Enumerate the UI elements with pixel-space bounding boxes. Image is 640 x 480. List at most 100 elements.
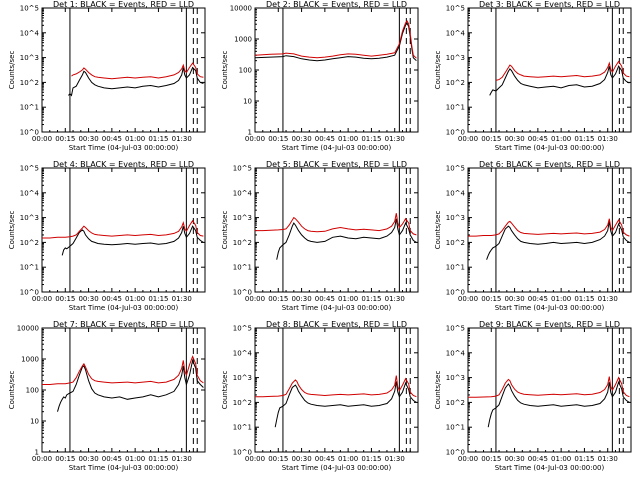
x-tick-label: 00:00: [32, 295, 52, 303]
y-axis-label: Counts/sec: [221, 51, 229, 90]
x-axis-label: Start Time (04-Jul-03 00:00:00): [282, 304, 392, 312]
x-tick-label: 01:30: [598, 295, 618, 303]
y-tick-label: 10000: [230, 5, 252, 13]
x-tick-label: 01:30: [385, 295, 405, 303]
y-tick-label: 10: [243, 98, 252, 106]
x-tick-label: 01:30: [598, 455, 618, 463]
lld-line: [71, 62, 204, 80]
chart-title: Det 6: BLACK = Events, RED = LLD: [479, 160, 620, 169]
x-tick-label: 00:30: [504, 295, 524, 303]
plot-frame: [41, 167, 206, 293]
chart-svg: Det 8: BLACK = Events, RED = LLD 00:00 00:…: [221, 320, 419, 472]
x-axis-label: Start Time (04-Jul-03 00:00:00): [69, 144, 179, 152]
x-tick-label: 00:45: [528, 295, 548, 303]
y-tick-label: 10^3: [446, 374, 465, 382]
x-tick-label: 00:30: [291, 135, 311, 143]
x-tick-label: 01:15: [574, 135, 594, 143]
x-tick-label: 00:15: [268, 135, 288, 143]
detector-panel-5: Det 5: BLACK = Events, RED = LLD 00:00 00:…: [213, 160, 426, 320]
chart-title: Det 9: BLACK = Events, RED = LLD: [479, 320, 620, 329]
events-line: [68, 66, 204, 97]
x-tick-label: 00:30: [78, 135, 98, 143]
x-tick-label: 00:45: [528, 135, 548, 143]
x-tick-label: 00:15: [481, 455, 501, 463]
x-tick-label: 00:30: [504, 455, 524, 463]
x-tick-label: 00:15: [481, 135, 501, 143]
y-tick-label: 10^4: [446, 189, 466, 197]
x-tick-label: 01:15: [361, 135, 381, 143]
y-tick-label: 10^5: [446, 165, 465, 173]
x-tick-label: 00:00: [458, 135, 478, 143]
x-tick-label: 01:15: [361, 455, 381, 463]
x-axis-label: Start Time (04-Jul-03 00:00:00): [69, 464, 179, 472]
chart-title: Det 1: BLACK = Events, RED = LLD: [53, 0, 194, 9]
y-axis-label: Counts/sec: [8, 371, 16, 410]
y-axis-label: Counts/sec: [221, 211, 229, 250]
x-tick-label: 01:15: [148, 135, 168, 143]
y-tick-label: 10^4: [446, 349, 466, 357]
y-axis-label: Counts/sec: [434, 51, 442, 90]
lld-line: [255, 375, 417, 398]
y-tick-label: 100: [26, 387, 39, 395]
y-tick-label: 10^1: [20, 264, 39, 272]
chart-title: Det 3: BLACK = Events, RED = LLD: [479, 0, 620, 9]
x-axis-label: Start Time (04-Jul-03 00:00:00): [495, 304, 605, 312]
events-line: [274, 381, 417, 428]
y-tick-label: 10^2: [446, 239, 465, 247]
detector-panel-9: Det 9: BLACK = Events, RED = LLD 00:00 00:…: [426, 320, 639, 480]
detector-panel-4: Det 4: BLACK = Events, RED = LLD 00:00 00:…: [0, 160, 213, 320]
x-tick-label: 00:30: [291, 455, 311, 463]
x-tick-label: 00:00: [32, 135, 52, 143]
y-axis-label: Counts/sec: [8, 211, 16, 250]
y-tick-label: 10^2: [20, 79, 39, 87]
x-tick-label: 01:30: [172, 135, 192, 143]
chart-title: Det 8: BLACK = Events, RED = LLD: [266, 320, 407, 329]
x-axis-label: Start Time (04-Jul-03 00:00:00): [495, 464, 605, 472]
x-tick-label: 01:30: [172, 455, 192, 463]
y-tick-label: 10^2: [446, 79, 465, 87]
lld-line: [468, 218, 630, 237]
chart-title: Det 4: BLACK = Events, RED = LLD: [53, 160, 194, 169]
x-tick-label: 01:00: [551, 135, 571, 143]
x-tick-label: 00:45: [528, 455, 548, 463]
y-tick-label: 10^5: [233, 165, 252, 173]
plot-frame: [254, 327, 419, 453]
chart-title: Det 7: BLACK = Events, RED = LLD: [53, 320, 194, 329]
events-line: [487, 380, 630, 428]
plot-frame: [467, 7, 632, 133]
events-line: [486, 221, 630, 260]
x-tick-label: 00:00: [245, 455, 265, 463]
y-tick-label: 10^0: [446, 449, 465, 457]
x-tick-label: 00:00: [458, 455, 478, 463]
y-tick-label: 1: [35, 449, 39, 457]
x-tick-label: 01:00: [338, 295, 358, 303]
detector-panel-6: Det 6: BLACK = Events, RED = LLD 00:00 00:…: [426, 160, 639, 320]
y-tick-label: 10^2: [233, 399, 252, 407]
plot-frame: [467, 327, 632, 453]
lld-line: [42, 355, 204, 385]
x-tick-label: 00:15: [481, 295, 501, 303]
chart-svg: Det 4: BLACK = Events, RED = LLD 00:00 00:…: [8, 160, 206, 312]
y-tick-label: 10^1: [20, 104, 39, 112]
y-tick-label: 10^4: [233, 349, 253, 357]
events-line: [57, 358, 204, 412]
y-tick-label: 10^3: [233, 374, 252, 382]
x-tick-label: 00:30: [504, 135, 524, 143]
x-axis-label: Start Time (04-Jul-03 00:00:00): [69, 304, 179, 312]
events-line: [254, 22, 417, 62]
lld-line: [495, 60, 630, 81]
x-tick-label: 00:45: [102, 295, 122, 303]
y-axis-label: Counts/sec: [434, 211, 442, 250]
y-tick-label: 1: [248, 129, 252, 137]
x-tick-label: 01:00: [125, 295, 145, 303]
x-tick-label: 01:15: [361, 295, 381, 303]
x-tick-label: 01:00: [125, 455, 145, 463]
y-tick-label: 1000: [234, 36, 252, 44]
y-tick-label: 10^0: [20, 289, 39, 297]
plot-frame: [41, 7, 206, 133]
detector-panel-8: Det 8: BLACK = Events, RED = LLD 00:00 00:…: [213, 320, 426, 480]
y-tick-label: 10^5: [20, 165, 39, 173]
y-tick-label: 10^0: [20, 129, 39, 137]
